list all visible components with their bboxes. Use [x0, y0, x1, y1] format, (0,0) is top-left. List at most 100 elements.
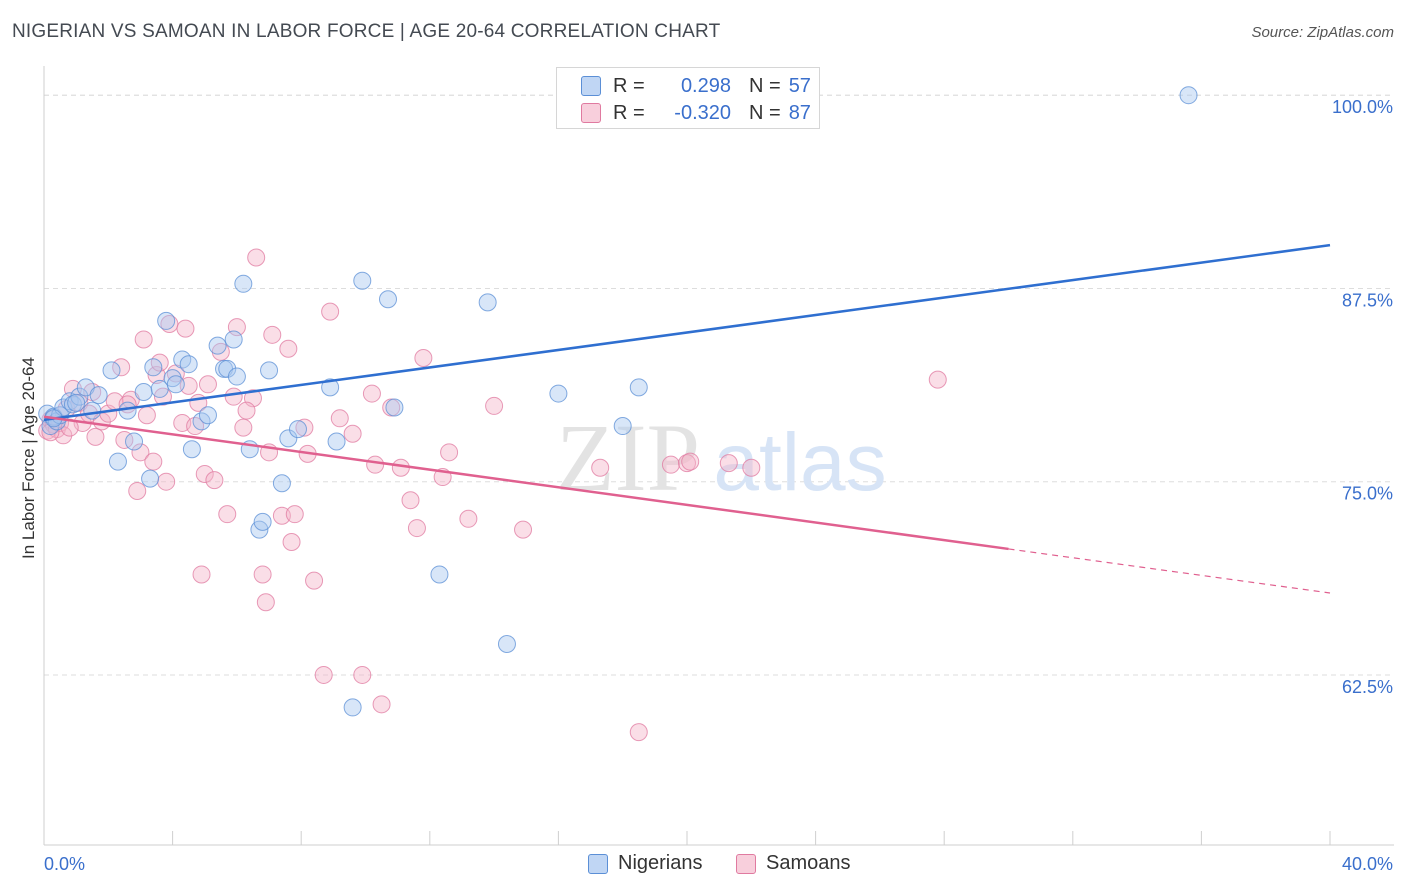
nigerian-point: [157, 311, 176, 330]
nigerian-point: [279, 429, 298, 448]
y-tick-label: 100.0%: [1332, 97, 1393, 117]
samoan-point: [198, 375, 217, 394]
samoan-point: [112, 358, 131, 377]
legend-n-value: 57: [788, 74, 811, 97]
samoan-point: [256, 593, 275, 612]
samoan-point: [928, 370, 947, 389]
samoan-point: [414, 349, 433, 368]
nigerian-point: [141, 469, 160, 488]
samoan-point: [234, 418, 253, 437]
nigerian-point: [179, 355, 198, 374]
samoan-point: [362, 384, 381, 403]
samoan-point: [514, 520, 533, 539]
gridlines: [44, 94, 1394, 676]
samoan-point: [661, 455, 680, 474]
samoan-point: [285, 505, 304, 524]
axes: [43, 66, 1394, 846]
y-tick-label: 62.5%: [1342, 677, 1393, 697]
samoan-point: [237, 401, 256, 420]
nigerian-point: [108, 452, 127, 471]
samoan-point: [742, 458, 761, 477]
samoan-point: [41, 423, 60, 442]
samoan-point: [115, 430, 134, 449]
samoan-point: [282, 532, 301, 551]
legend-row-samoans: R = -0.320 N = 87: [581, 101, 811, 125]
legend-r-value: -0.320: [674, 101, 731, 124]
samoan-point: [272, 506, 291, 525]
nigerian-point: [208, 336, 227, 355]
legend-swatch-pink: [581, 103, 601, 123]
nigerian-point: [89, 386, 108, 405]
nigerian-point: [327, 432, 346, 451]
nigerian-point: [379, 290, 398, 309]
nigerian-point: [67, 393, 86, 412]
samoan-point: [459, 509, 478, 528]
nigerian-point: [1179, 86, 1198, 105]
nigerian-point: [173, 350, 192, 369]
nigerian-point: [182, 440, 201, 459]
samoan-point: [295, 418, 314, 437]
nigerian-point: [260, 361, 279, 380]
x-tick-label: 0.0%: [44, 854, 85, 874]
nigerian-point: [430, 565, 449, 584]
nigerian-point: [102, 361, 121, 380]
samoan-trend-line-extension: [1008, 548, 1331, 594]
samoan-point: [279, 339, 298, 358]
samoan-point: [205, 471, 224, 490]
samoan-point: [224, 387, 243, 406]
nigerian-point: [234, 274, 253, 293]
nigerian-point: [198, 406, 217, 425]
nigerian-point: [478, 293, 497, 312]
nigerian-point: [497, 635, 516, 654]
nigerian-point: [613, 417, 632, 436]
legend-row-nigerians: R = 0.298 N = 57: [581, 74, 811, 98]
samoan-point: [144, 452, 163, 471]
legend-r-label: R =: [613, 101, 645, 124]
watermark-atlas: atlas: [713, 417, 886, 508]
nigerian-point: [83, 401, 102, 420]
legend-swatch-blue: [581, 76, 601, 96]
samoan-point: [407, 519, 426, 538]
watermark: ZIP atlas: [556, 404, 887, 511]
nigerian-point: [253, 512, 272, 531]
samoan-point: [218, 505, 237, 524]
legend-r-value: 0.298: [680, 74, 731, 97]
y-tick-label: 87.5%: [1342, 290, 1393, 310]
samoan-point: [321, 302, 340, 321]
trend-lines: [43, 243, 1331, 594]
samoan-point: [186, 417, 205, 436]
nigerian-point: [218, 359, 237, 378]
samoan-point: [247, 248, 266, 267]
nigerian-point: [343, 698, 362, 717]
samoan-point: [305, 571, 324, 590]
bottom-legend-nigerians: Nigerians: [588, 852, 702, 875]
y-tick-label: 75.0%: [1342, 484, 1393, 504]
nigerian-point: [227, 367, 246, 386]
samoan-point: [353, 665, 372, 684]
bottom-legend-label: Nigerians: [618, 852, 703, 874]
legend-n-label: N =: [749, 74, 781, 97]
bottom-legend-samoans: Samoans: [736, 852, 851, 875]
nigerian-point: [125, 432, 144, 451]
nigerian-trend-line: [43, 243, 1331, 422]
samoan-point: [176, 319, 195, 338]
samoan-point: [195, 464, 214, 483]
samoan-point: [330, 409, 349, 428]
samoan-point: [591, 458, 610, 477]
samoan-point: [401, 491, 420, 510]
nigerian-point: [385, 398, 404, 417]
samoan-point: [343, 424, 362, 443]
nigerian-point: [63, 395, 82, 414]
nigerian-point: [272, 474, 291, 493]
nigerian-point: [288, 420, 307, 439]
nigerian-point: [118, 401, 137, 420]
samoan-point: [157, 472, 176, 491]
nigerian-point: [549, 384, 568, 403]
correlation-legend: R = 0.298 N = 57 R = -0.320 N = 87: [556, 67, 820, 129]
chart-title: NIGERIAN VS SAMOAN IN LABOR FORCE | AGE …: [12, 21, 721, 42]
samoan-point: [263, 325, 282, 344]
tick-labels: 62.5% 75.0% 87.5% 100.0% 0.0% 40.0%: [44, 97, 1393, 874]
legend-n-value: 87: [788, 101, 811, 124]
bottom-legend-label: Samoans: [766, 852, 851, 874]
bottom-legend-swatch-blue: [588, 853, 608, 874]
